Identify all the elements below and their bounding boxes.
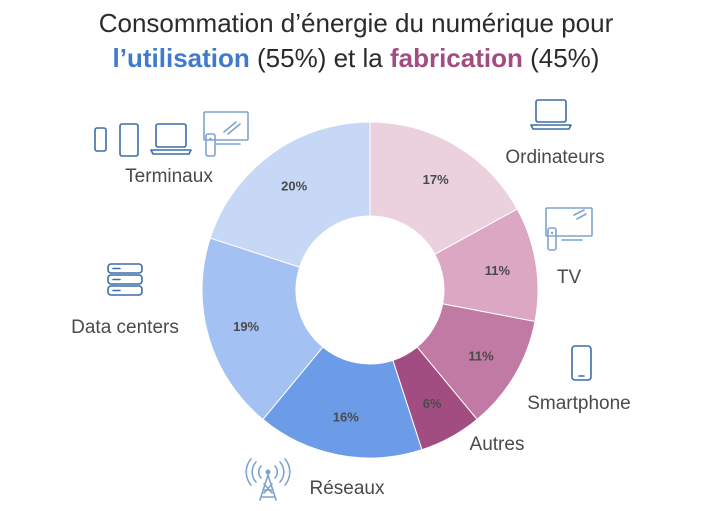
title-utilisation-highlight: l’utilisation bbox=[112, 43, 250, 73]
percent-label-tv: 11% bbox=[485, 263, 511, 278]
tv-remote-icon bbox=[545, 207, 593, 251]
donut-slices bbox=[201, 121, 539, 459]
category-label-ordinateurs: Ordinateurs bbox=[505, 147, 604, 168]
chart-title-line-1: Consommation d’énergie du numérique pour bbox=[98, 8, 614, 38]
slice-reseaux bbox=[262, 346, 423, 459]
percent-label-ordinateurs: 17% bbox=[423, 172, 449, 187]
slice-data-centers bbox=[201, 237, 324, 421]
devices-icon bbox=[94, 111, 249, 157]
chart-title-line-2: l’utilisation (55%) et la fabrication (4… bbox=[0, 41, 712, 75]
percent-label-reseaux: 16% bbox=[333, 410, 359, 425]
title-fabrication-share: (45%) bbox=[522, 43, 600, 73]
slice-terminaux bbox=[209, 121, 371, 268]
laptop-icon bbox=[530, 99, 572, 130]
antenna-icon bbox=[245, 458, 291, 501]
category-label-reseaux: Réseaux bbox=[310, 478, 385, 499]
title-utilisation-share: (55%) et la bbox=[249, 43, 390, 73]
category-label-autres: Autres bbox=[470, 434, 525, 455]
percent-label-data-centers: 19% bbox=[233, 319, 259, 334]
server-icon bbox=[107, 263, 143, 296]
percent-label-smartphone: 11% bbox=[468, 349, 494, 364]
title-fabrication-highlight: fabrication bbox=[389, 43, 523, 73]
category-label-smartphone: Smartphone bbox=[527, 393, 631, 414]
percent-label-autres: 6% bbox=[423, 396, 442, 411]
percent-labels: 17% 11% 11% 6% 16% 19% 20% bbox=[233, 172, 510, 425]
category-label-terminaux: Terminaux bbox=[125, 166, 213, 187]
category-label-data-centers: Data centers bbox=[71, 317, 179, 338]
percent-label-terminaux: 20% bbox=[281, 179, 307, 194]
slice-ordinateurs bbox=[369, 121, 518, 256]
smartphone-icon bbox=[571, 345, 592, 381]
category-label-tv: TV bbox=[557, 267, 582, 288]
